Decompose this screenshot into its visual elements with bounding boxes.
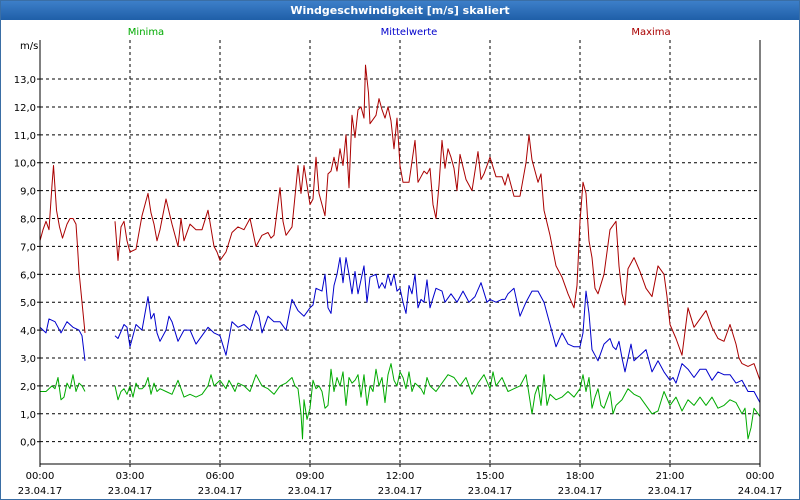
y-tick-label: 0,0 [20,438,36,449]
series-line-minima [40,363,761,440]
x-tick-time: 00:00 [746,471,775,482]
y-tick-label: 7,0 [20,242,36,253]
series-line-maxima [39,64,761,381]
x-tick-date: 23.04.17 [648,486,693,497]
x-tick-time: 12:00 [386,471,415,482]
x-tick-time: 18:00 [566,471,595,482]
y-tick-label: 9,0 [20,187,36,198]
legend-maxima: Maxima [631,27,670,38]
x-tick-date: 23.04.17 [378,486,423,497]
x-tick-date: 23.04.17 [468,486,513,497]
x-tick-time: 03:00 [116,471,145,482]
y-tick-label: 13,0 [14,75,36,86]
legend-mittelwerte: Mittelwerte [381,27,438,38]
x-tick-date: 23.04.17 [198,486,243,497]
x-tick-time: 21:00 [656,471,685,482]
y-tick-label: 8,0 [20,215,36,226]
series-line-mittelwerte [39,257,761,403]
y-tick-label: 6,0 [20,270,36,281]
x-tick-date: 23.04.17 [288,486,333,497]
x-tick-date: 24.04.17 [738,486,783,497]
y-axis-label: m/s [20,41,38,52]
y-tick-label: 5,0 [20,298,36,309]
y-tick-label: 4,0 [20,326,36,337]
x-tick-date: 23.04.17 [108,486,153,497]
y-tick-label: 1,0 [20,410,36,421]
x-tick-time: 15:00 [476,471,505,482]
x-tick-time: 09:00 [296,471,325,482]
x-tick-time: 06:00 [206,471,235,482]
x-tick-date: 23.04.17 [558,486,603,497]
y-tick-label: 12,0 [14,103,36,114]
y-tick-label: 3,0 [20,354,36,365]
y-tick-label: 10,0 [14,159,36,170]
y-tick-label: 2,0 [20,382,36,393]
chart-title: Windgeschwindigkeit [m/s] skaliert [1,1,799,20]
legend-minima: Minima [128,27,164,38]
x-tick-date: 23.04.17 [18,486,63,497]
x-tick-time: 00:00 [26,471,55,482]
y-tick-label: 11,0 [14,131,36,142]
